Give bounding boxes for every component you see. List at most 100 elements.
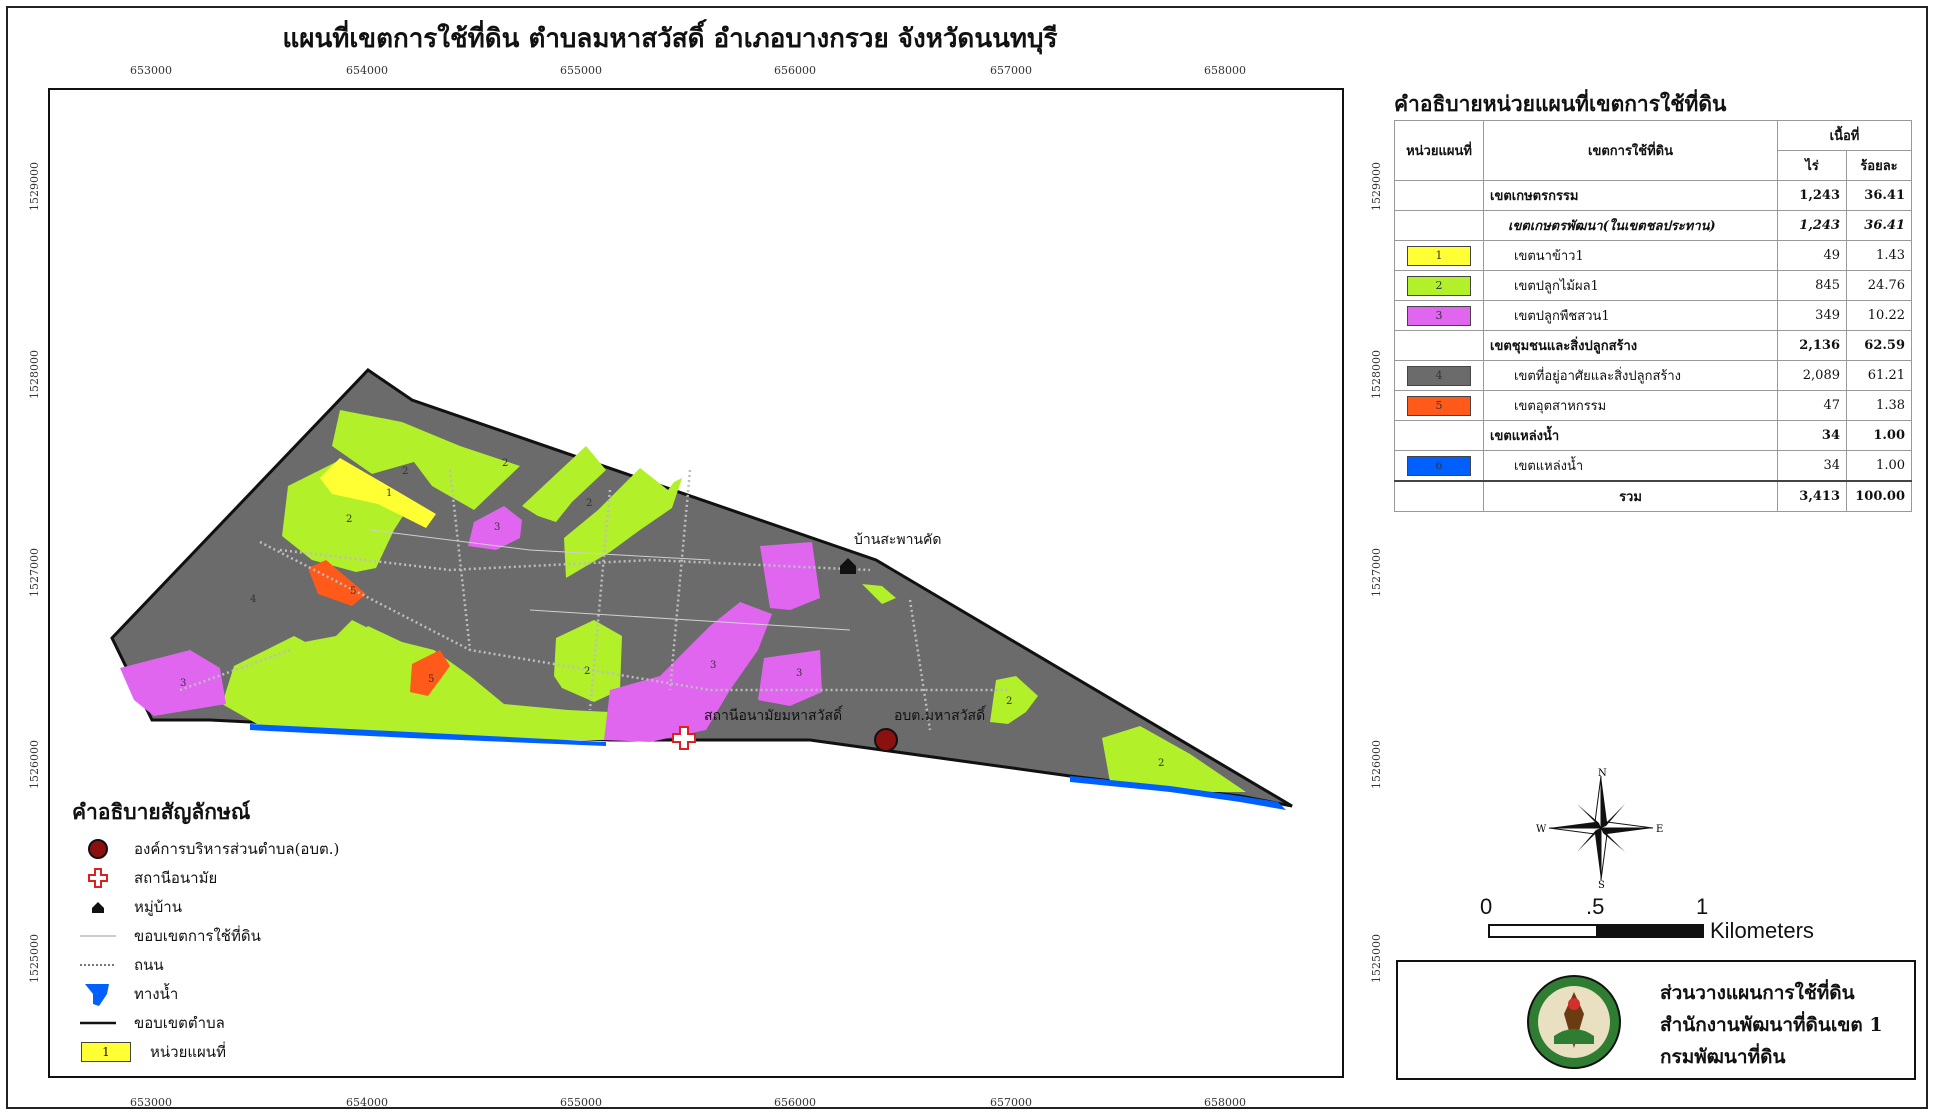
legend-item: องค์การบริหารส่วนตำบล(อบต.) <box>80 836 339 862</box>
zone-cell: รวม <box>1483 480 1778 512</box>
northing-tick-left: 1527000 <box>28 548 41 597</box>
rai-cell: 2,089 <box>1777 360 1847 391</box>
west-label: W <box>1536 824 1547 835</box>
zone-cell: เขตแหล่งน้ำ <box>1483 450 1778 482</box>
table-row: 5 เขตอุตสาหกรรม 47 1.38 <box>1394 390 1912 421</box>
percent-cell: 62.59 <box>1846 330 1912 361</box>
health-station-marker[interactable] <box>672 726 696 750</box>
unit-label: 2 <box>346 514 352 525</box>
easting-tick-bottom: 654000 <box>346 1096 388 1109</box>
unit-label: 5 <box>350 586 356 597</box>
northing-tick-right: 1528000 <box>1370 350 1383 399</box>
table-row: 2 เขตปลูกไม้ผล1 845 24.76 <box>1394 270 1912 301</box>
rai-cell: 1,243 <box>1777 210 1847 241</box>
village-marker[interactable] <box>840 558 856 574</box>
industrial-zones <box>308 560 450 696</box>
legend-item-label: ถนน <box>134 956 164 974</box>
legend-item-label: องค์การบริหารส่วนตำบล(อบต.) <box>134 840 340 858</box>
percent-cell: 1.38 <box>1846 390 1912 421</box>
east-label: E <box>1656 824 1663 835</box>
page-frame <box>6 6 1928 1109</box>
village-label: บ้านสะพานคัด <box>854 532 942 548</box>
northing-tick-left: 1528000 <box>28 350 41 399</box>
unit-cell: 3 <box>1394 300 1484 331</box>
north-label: N <box>1598 768 1607 779</box>
percent-cell: 10.22 <box>1846 300 1912 331</box>
northing-tick-left: 1525000 <box>28 934 41 983</box>
office-line-1: ส่วนวางแผนการใช้ที่ดิน <box>1660 982 1855 1004</box>
zone-cell: เขตปลูกพืชสวน1 <box>1483 300 1778 331</box>
rai-cell: 2,136 <box>1777 330 1847 361</box>
unit-swatch: 4 <box>1407 365 1471 386</box>
office-line-2: สำนักงานพัฒนาที่ดินเขต 1 <box>1660 1014 1883 1036</box>
tao-circle-icon <box>80 837 116 861</box>
table-title: คำอธิบายหน่วยแผนที่เขตการใช้ที่ดิน <box>1394 91 1727 116</box>
unit-label: 3 <box>494 522 500 533</box>
legend-item-label: หน่วยแผนที่ <box>150 1043 226 1061</box>
map-canvas[interactable]: 2 2 1 2 2 3 4 5 2 5 3 3 3 2 2 บ้านสะพานค… <box>50 90 1342 1076</box>
north-arrow-icon: N S E W <box>1536 768 1663 888</box>
road-line-icon <box>80 953 116 977</box>
south-label: S <box>1598 880 1605 888</box>
table-row: เขตเกษตรพัฒนา(ในเขตชลประทาน) 1,243 36.41 <box>1394 210 1912 241</box>
zone-cell: เขตเกษตรกรรม <box>1483 180 1778 211</box>
scale-tick-1: 1 <box>1696 894 1709 919</box>
rai-cell: 47 <box>1777 390 1847 421</box>
health-station-label: สถานีอนามัยมหาสวัสดิ์ <box>704 705 844 724</box>
unit-swatch: 6 <box>1407 455 1471 476</box>
easting-tick-bottom: 657000 <box>990 1096 1032 1109</box>
map-unit-box-label: 1 <box>81 1042 131 1062</box>
rai-cell: 34 <box>1777 420 1847 451</box>
easting-tick-top: 653000 <box>130 64 172 77</box>
percent-cell: 36.41 <box>1846 210 1912 241</box>
unit-cell <box>1394 480 1484 512</box>
zone-cell: เขตอุตสาหกรรม <box>1483 390 1778 421</box>
zone-cell: เขตแหล่งน้ำ <box>1483 420 1778 451</box>
easting-tick-bottom: 653000 <box>130 1096 172 1109</box>
unit-label: 2 <box>402 466 408 477</box>
unit-cell: 1 <box>1394 240 1484 271</box>
easting-tick-top: 657000 <box>990 64 1032 77</box>
rai-cell: 349 <box>1777 300 1847 331</box>
unit-label: 4 <box>250 594 256 605</box>
rai-cell: 49 <box>1777 240 1847 271</box>
office-line-3: กรมพัฒนาที่ดิน <box>1660 1046 1786 1068</box>
rice-zone <box>320 458 436 528</box>
rai-cell: 845 <box>1777 270 1847 301</box>
table-row: เขตชุมชนและสิ่งปลูกสร้าง 2,136 62.59 <box>1394 330 1912 361</box>
easting-tick-bottom: 655000 <box>560 1096 602 1109</box>
table-row: 1 เขตนาข้าว1 49 1.43 <box>1394 240 1912 271</box>
legend-item-label: สถานีอนามัย <box>134 869 218 887</box>
tao-office-label: อบต.มหาสวัสดิ์ <box>894 705 987 724</box>
unit-swatch: 2 <box>1407 275 1471 296</box>
unit-cell <box>1394 330 1484 361</box>
map-frame[interactable]: 2 2 1 2 2 3 4 5 2 5 3 3 3 2 2 บ้านสะพานค… <box>48 88 1344 1078</box>
zone-cell: เขตนาข้าว1 <box>1483 240 1778 271</box>
landuse-boundaries <box>369 529 851 631</box>
zone-cell: เขตชุมชนและสิ่งปลูกสร้าง <box>1483 330 1778 361</box>
rai-cell: 3,413 <box>1777 480 1847 512</box>
easting-tick-top: 656000 <box>774 64 816 77</box>
easting-tick-top: 654000 <box>346 64 388 77</box>
water-zone-south <box>250 724 606 746</box>
unit-label: 5 <box>428 674 434 685</box>
waterway-icon <box>80 982 116 1006</box>
subdistrict-boundary-line-icon <box>80 1011 116 1035</box>
unit-cell <box>1394 210 1484 241</box>
rai-cell: 34 <box>1777 450 1847 482</box>
unit-label: 3 <box>710 660 716 671</box>
road-lines <box>179 469 1010 731</box>
unit-label: 2 <box>502 458 508 469</box>
tao-office-marker[interactable] <box>874 728 898 752</box>
col-percent-header: ร้อยละ <box>1846 150 1912 181</box>
landuse-table-body: เขตเกษตรกรรม 1,243 36.41 เขตเกษตรพัฒนา(ในเข… <box>1394 180 1912 512</box>
percent-cell: 1.43 <box>1846 240 1912 271</box>
col-zone-header: เขตการใช้ที่ดิน <box>1483 120 1778 181</box>
percent-cell: 61.21 <box>1846 360 1912 391</box>
unit-label: 2 <box>586 498 592 509</box>
legend-item: ขอบเขตตำบล <box>80 1010 225 1036</box>
ldd-logo <box>1527 975 1621 1069</box>
legend-item: 1 หน่วยแผนที่ <box>80 1039 226 1065</box>
col-unit-header: หน่วยแผนที่ <box>1394 120 1484 181</box>
legend-item: ทางน้ำ <box>80 981 178 1007</box>
